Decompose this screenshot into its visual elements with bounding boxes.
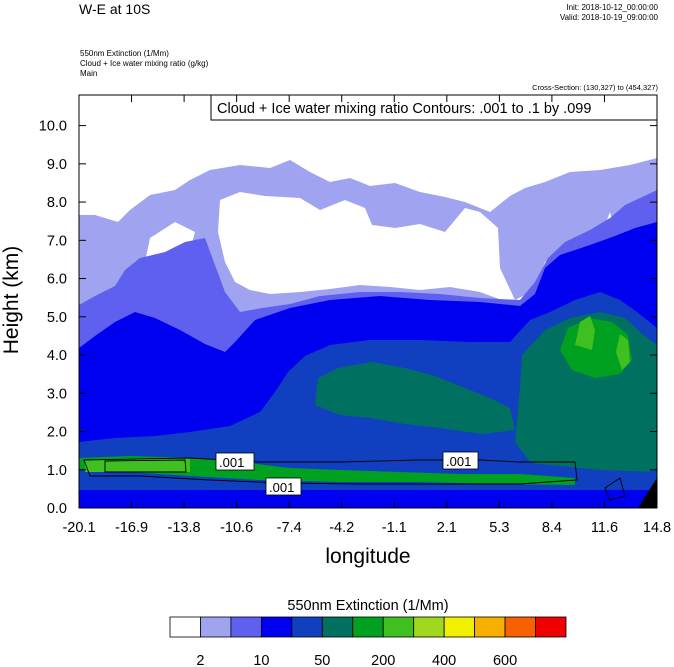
x-tick-label: 8.4 <box>542 520 562 536</box>
field-descriptions: 550nm Extinction (1/Mm) Cloud + Ice wate… <box>80 49 208 79</box>
colorbar-swatch <box>291 616 323 638</box>
mixing-ratio-contour-tail <box>604 477 626 501</box>
y-tick-label: 6.0 <box>47 272 67 288</box>
band-teal <box>315 362 515 434</box>
init-valid-times: Init: 2018-10-12_00:00:00 Valid: 2018-10… <box>560 3 658 23</box>
colorbar-swatch <box>474 616 506 638</box>
field-line-main: Main <box>80 69 98 78</box>
y-tick-label: 10.0 <box>39 119 67 135</box>
x-axis-label: longitude <box>325 545 410 568</box>
contour-label-2: .001 <box>446 454 471 469</box>
colorbar-tick-labels: 2 10 50 200 400 600 <box>196 653 517 667</box>
x-tick-label: -13.8 <box>168 520 201 536</box>
y-tick-label: 5.0 <box>47 310 67 326</box>
colorbar-swatch <box>352 616 384 638</box>
contour-label-1: .001 <box>219 455 244 470</box>
colorbar-tick-label: 10 <box>253 653 269 667</box>
colorbar-swatch <box>169 616 201 638</box>
x-tick-label: -20.1 <box>62 520 95 536</box>
x-tick-label: 11.6 <box>591 520 618 536</box>
y-tick-label: 3.0 <box>47 386 67 402</box>
y-tick-label: 9.0 <box>47 157 67 173</box>
contour-label-box-1 <box>215 452 255 471</box>
band-boundary-bright-green <box>85 458 190 472</box>
contour-label-box-3 <box>265 477 302 496</box>
field-line-extinction: 550nm Extinction (1/Mm) <box>80 49 169 58</box>
colorbar-swatch <box>230 616 262 638</box>
x-tick-label: -16.9 <box>115 520 148 536</box>
colorbar-swatch <box>535 616 567 638</box>
contour-info-frame <box>210 94 658 121</box>
extinction-field <box>79 95 657 508</box>
colorbar-swatch <box>504 616 536 638</box>
colorbar-tick-label: 600 <box>493 653 517 667</box>
x-tick-label: -10.6 <box>220 520 253 536</box>
colorbar-swatch <box>382 616 415 638</box>
colorbar-tick-label: 50 <box>314 653 330 667</box>
colorbar-swatch <box>413 616 445 638</box>
chart-title: W-E at 10S <box>79 1 151 17</box>
field-line-mixing-ratio: Cloud + Ice water mixing ratio (g/kg) <box>80 59 209 68</box>
x-tick-label: -7.4 <box>277 520 302 536</box>
y-axis: 0.0 1.0 2.0 3.0 4.0 5.0 6.0 7.0 8.0 9.0 10.0 <box>39 119 657 517</box>
x-tick-label: 5.3 <box>489 520 509 536</box>
y-tick-label: 1.0 <box>47 463 67 479</box>
colorbar-tick-label: 400 <box>432 653 456 667</box>
x-tick-label: -4.2 <box>329 520 354 536</box>
x-tick-label: 2.1 <box>437 520 457 536</box>
band-bright-green <box>575 316 595 350</box>
contour-info-text: Cloud + Ice water mixing ratio Contours:… <box>217 101 591 117</box>
colorbar-title: 550nm Extinction (1/Mm) <box>287 598 448 614</box>
y-tick-label: 8.0 <box>47 195 67 211</box>
contour-info-box: Cloud + Ice water mixing ratio Contours:… <box>210 94 658 121</box>
colorbar <box>169 616 567 638</box>
band-bright-green-2 <box>616 334 630 370</box>
colorbar-swatch <box>443 616 476 638</box>
init-time: Init: 2018-10-12_00:00:00 <box>566 3 658 12</box>
x-axis: -20.1 -16.9 -13.8 -10.6 -7.4 -4.2 -1.1 2.1 5.3 8.… <box>62 95 671 536</box>
colorbar-swatch <box>260 616 293 638</box>
band-boundary-green <box>79 456 575 485</box>
y-tick-label: 0.0 <box>47 501 67 517</box>
contour-label-3: .001 <box>269 480 294 495</box>
mixing-ratio-contour-inner <box>104 459 187 473</box>
x-tick-label: 14.8 <box>643 520 671 536</box>
terrain <box>638 478 657 508</box>
colorbar-swatch <box>321 616 354 638</box>
x-tick-label: -1.1 <box>382 520 407 536</box>
y-tick-label: 4.0 <box>47 348 67 364</box>
y-tick-label: 7.0 <box>47 233 67 249</box>
contour-labels: .001 .001 .001 <box>215 451 479 496</box>
mixing-ratio-contour-main <box>83 457 578 485</box>
contour-label-box-2 <box>442 451 479 470</box>
cross-section-label: Cross-Section: (130,327) to (454,327) <box>532 83 658 92</box>
y-axis-label: Height (km) <box>0 246 23 355</box>
colorbar-tick-label: 2 <box>196 653 204 667</box>
colorbar-tick-label: 200 <box>371 653 395 667</box>
colorbar-swatch <box>200 616 232 638</box>
white-gap-upper <box>218 192 615 305</box>
valid-time: Valid: 2018-10-19_09:00:00 <box>559 13 658 22</box>
y-tick-label: 2.0 <box>47 425 67 441</box>
